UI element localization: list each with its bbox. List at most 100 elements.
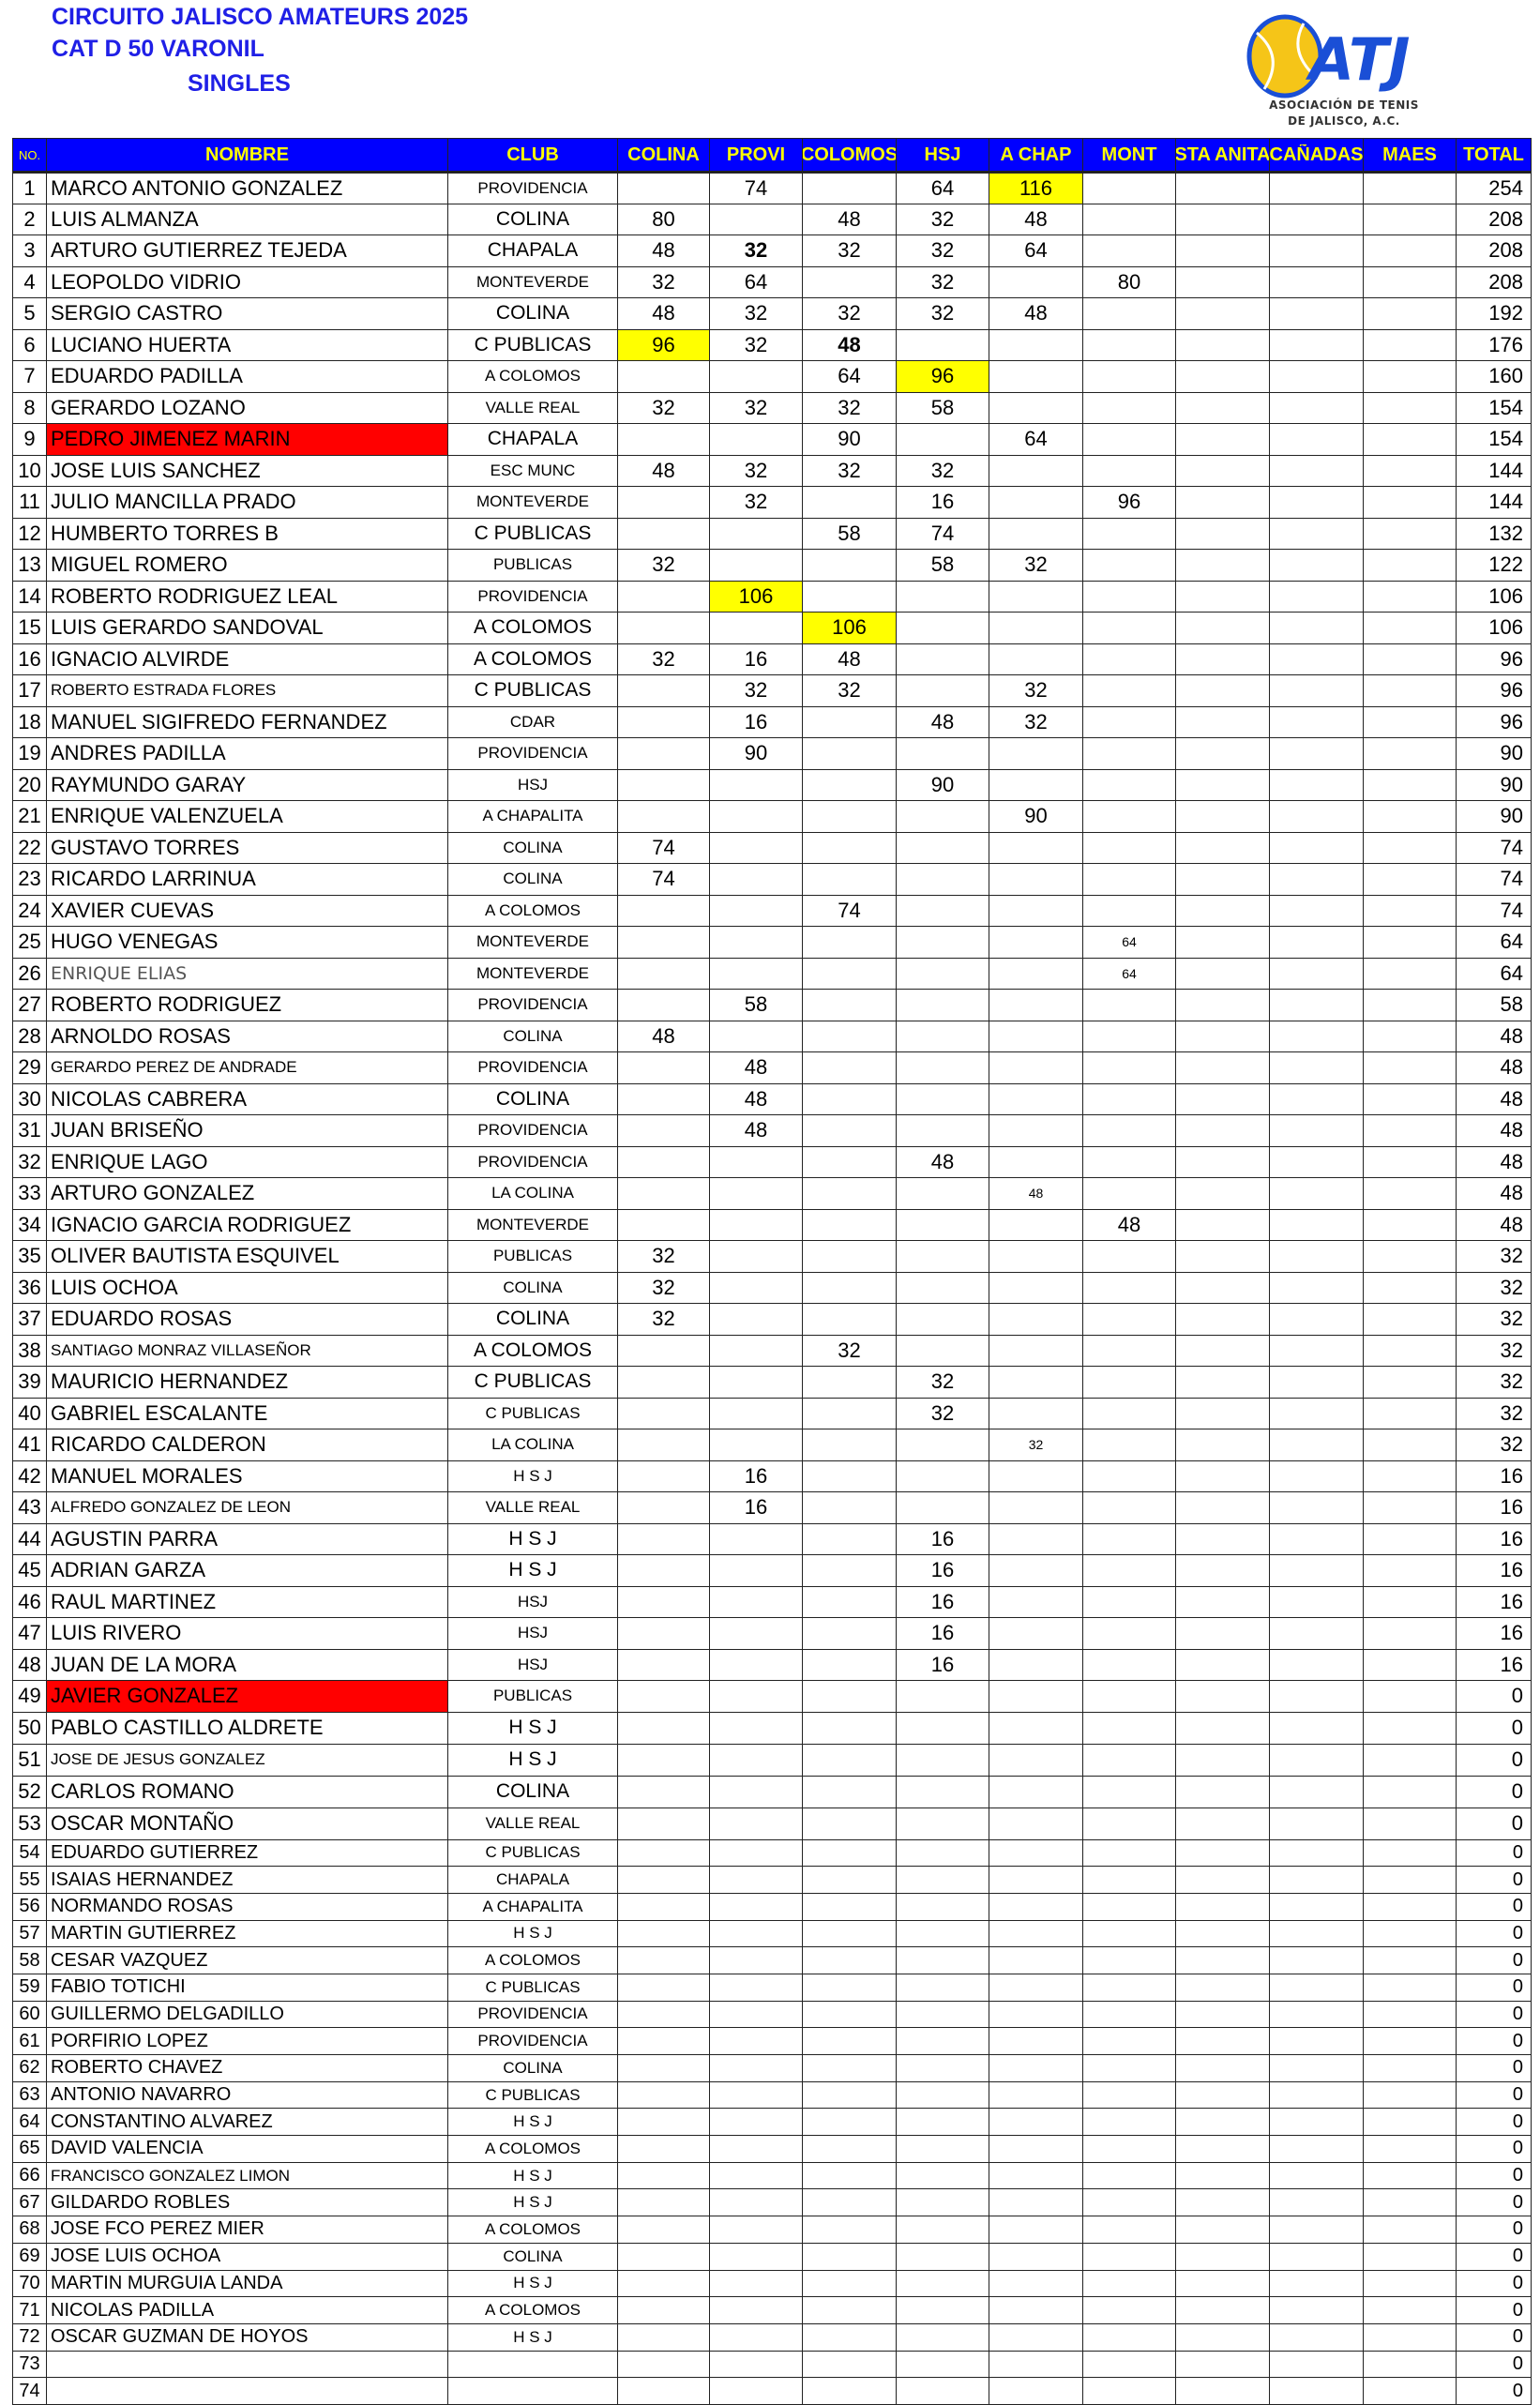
title-circuit: CIRCUITO JALISCO AMATEURS 2025 bbox=[52, 4, 469, 30]
total-points: 16 bbox=[1456, 1617, 1532, 1650]
table-row: 63 ANTONIO NAVARRO C PUBLICAS 0 bbox=[12, 2080, 1532, 2110]
score-cell bbox=[709, 1946, 803, 1974]
score-cell bbox=[989, 1775, 1083, 1808]
score-cell bbox=[1269, 1866, 1364, 1894]
score-cell bbox=[989, 989, 1083, 1021]
score-cell bbox=[709, 1973, 803, 2002]
row-number: 36 bbox=[12, 1271, 47, 1304]
player-club: COLINA bbox=[447, 1271, 618, 1304]
score-cell bbox=[1269, 1680, 1364, 1713]
player-name: PEDRO JIMENEZ MARIN bbox=[46, 423, 448, 456]
score-cell: 32 bbox=[896, 234, 989, 267]
score-cell bbox=[709, 1866, 803, 1894]
score-cell bbox=[802, 926, 897, 959]
table-row: 64 CONSTANTINO ALVAREZ H S J 0 bbox=[12, 2108, 1532, 2137]
score-cell bbox=[896, 926, 989, 959]
score-cell bbox=[1269, 1145, 1364, 1178]
score-cell bbox=[802, 1680, 897, 1713]
score-cell bbox=[1082, 863, 1176, 896]
score-cell bbox=[1082, 831, 1176, 864]
score-cell bbox=[1175, 926, 1270, 959]
score-cell bbox=[989, 2054, 1083, 2082]
player-name: OSCAR MONTAÑO bbox=[46, 1807, 448, 1840]
player-club: PROVIDENCIA bbox=[447, 1145, 618, 1178]
score-cell bbox=[896, 643, 989, 675]
score-cell bbox=[1175, 957, 1270, 990]
table-row: 29 GERARDO PEREZ DE ANDRADE PROVIDENCIA 48 4… bbox=[12, 1051, 1532, 1084]
table-row: 42 MANUEL MORALES H S J 16 16 bbox=[12, 1460, 1532, 1492]
table-row: 19 ANDRES PADILLA PROVIDENCIA 90 90 bbox=[12, 737, 1532, 770]
total-points: 58 bbox=[1456, 989, 1532, 1021]
score-cell bbox=[1363, 926, 1457, 959]
score-cell bbox=[1082, 1114, 1176, 1147]
score-cell: 16 bbox=[896, 1522, 989, 1555]
total-points: 154 bbox=[1456, 391, 1532, 424]
player-club: COLINA bbox=[447, 863, 618, 896]
row-number: 32 bbox=[12, 1145, 47, 1178]
score-cell bbox=[1082, 1919, 1176, 1948]
row-number: 39 bbox=[12, 1366, 47, 1399]
score-cell bbox=[709, 1775, 803, 1808]
row-number: 74 bbox=[12, 2377, 47, 2405]
score-cell bbox=[1363, 989, 1457, 1021]
player-name: SERGIO CASTRO bbox=[46, 297, 448, 330]
score-cell bbox=[617, 2000, 710, 2029]
total-points: 16 bbox=[1456, 1460, 1532, 1492]
score-cell bbox=[1363, 2269, 1457, 2298]
table-row: 45 ADRIAN GARZA H S J 16 16 bbox=[12, 1554, 1532, 1587]
total-points: 90 bbox=[1456, 768, 1532, 801]
score-cell: 80 bbox=[1082, 265, 1176, 298]
score-cell bbox=[709, 1522, 803, 1555]
score-cell bbox=[1082, 2350, 1176, 2379]
score-cell bbox=[1175, 1866, 1270, 1894]
score-cell: 58 bbox=[896, 391, 989, 424]
row-number: 4 bbox=[12, 265, 47, 298]
score-cell bbox=[802, 1775, 897, 1808]
score-cell bbox=[709, 2108, 803, 2137]
score-cell bbox=[896, 1429, 989, 1461]
player-name: CESAR VAZQUEZ bbox=[46, 1946, 448, 1974]
table-row: 73 0 bbox=[12, 2350, 1532, 2379]
player-name: OSCAR GUZMAN DE HOYOS bbox=[46, 2322, 448, 2352]
score-cell bbox=[989, 2296, 1083, 2324]
score-cell bbox=[1363, 580, 1457, 613]
score-cell bbox=[802, 1838, 897, 1868]
table-row: 16 IGNACIO ALVIRDE A COLOMOS 32 16 48 96 bbox=[12, 643, 1532, 675]
score-cell bbox=[802, 831, 897, 864]
score-cell bbox=[617, 989, 710, 1021]
score-cell bbox=[1269, 1020, 1364, 1052]
total-points: 32 bbox=[1456, 1240, 1532, 1273]
score-cell bbox=[1363, 1919, 1457, 1948]
score-cell bbox=[1082, 1866, 1176, 1894]
table-row: 24 XAVIER CUEVAS A COLOMOS 74 74 bbox=[12, 894, 1532, 927]
total-points: 0 bbox=[1456, 2080, 1532, 2110]
score-cell bbox=[1175, 1946, 1270, 1974]
score-cell bbox=[1175, 1208, 1270, 1241]
score-cell bbox=[1082, 1946, 1176, 1974]
score-cell bbox=[989, 894, 1083, 927]
player-club: C PUBLICAS bbox=[447, 517, 618, 550]
score-cell bbox=[802, 1491, 897, 1524]
score-cell bbox=[989, 1617, 1083, 1650]
col-club-header: CLUB bbox=[447, 138, 618, 174]
player-name: ARNOLDO ROSAS bbox=[46, 1020, 448, 1052]
row-number: 50 bbox=[12, 1711, 47, 1745]
score-cell bbox=[617, 1334, 710, 1367]
score-cell bbox=[1175, 2322, 1270, 2352]
score-cell bbox=[1082, 297, 1176, 330]
score-cell bbox=[617, 1866, 710, 1894]
player-club: COLINA bbox=[447, 2054, 618, 2082]
player-club: PROVIDENCIA bbox=[447, 1051, 618, 1084]
score-cell bbox=[1269, 1208, 1364, 1241]
row-number: 62 bbox=[12, 2054, 47, 2082]
total-points: 0 bbox=[1456, 1680, 1532, 1713]
score-cell bbox=[989, 863, 1083, 896]
row-number: 1 bbox=[12, 172, 47, 204]
score-cell bbox=[1175, 2161, 1270, 2190]
score-cell: 16 bbox=[709, 705, 803, 738]
total-points: 48 bbox=[1456, 1145, 1532, 1178]
score-cell: 32 bbox=[617, 265, 710, 298]
score-cell bbox=[896, 1334, 989, 1367]
score-cell bbox=[617, 580, 710, 613]
row-number: 12 bbox=[12, 517, 47, 550]
